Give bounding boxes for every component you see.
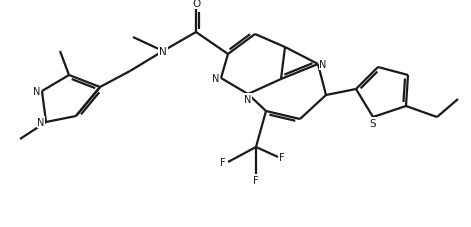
Text: S: S bbox=[370, 118, 376, 128]
Text: F: F bbox=[220, 157, 226, 167]
Text: O: O bbox=[192, 0, 200, 9]
Text: N: N bbox=[159, 47, 167, 57]
Text: F: F bbox=[280, 152, 286, 162]
Text: N: N bbox=[319, 60, 327, 70]
Text: N: N bbox=[244, 95, 252, 105]
Text: F: F bbox=[279, 152, 285, 162]
Text: N: N bbox=[33, 87, 41, 96]
Text: N: N bbox=[212, 74, 219, 84]
Text: F: F bbox=[220, 157, 226, 167]
Text: F: F bbox=[253, 175, 259, 185]
Text: N: N bbox=[37, 118, 45, 127]
Text: F: F bbox=[253, 175, 259, 185]
